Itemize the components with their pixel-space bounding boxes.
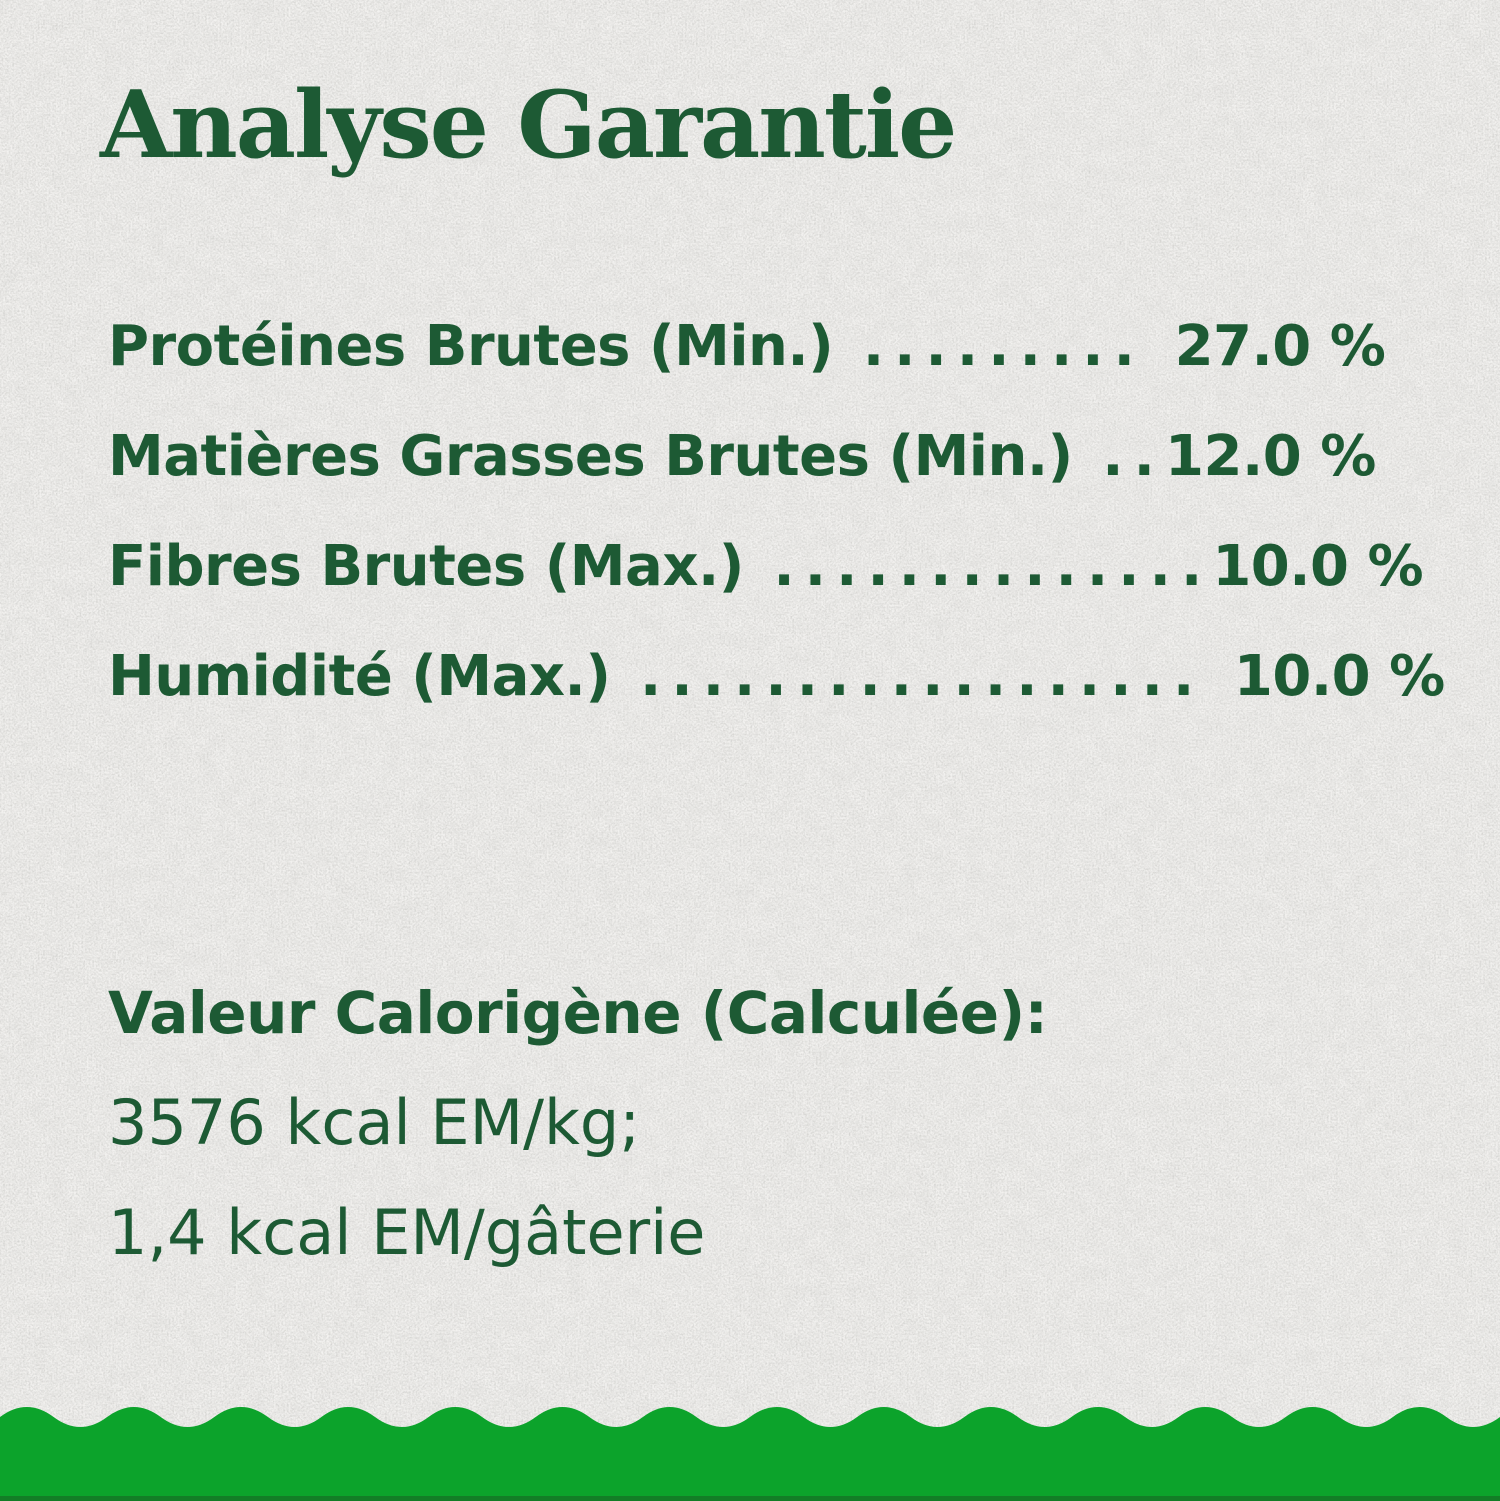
dot-leader: .................. <box>610 644 1234 709</box>
calorie-line-treat: 1,4 kcal EM/gâterie <box>108 1196 706 1269</box>
guaranteed-analysis-list: Protéines Brutes (Min.) ......... 27.0 %… <box>108 292 1445 732</box>
dot-leader: .. <box>1072 424 1166 489</box>
nutrient-label: Matières Grasses Brutes (Min.) <box>108 424 1073 489</box>
green-wave-band <box>0 1401 1500 1501</box>
analysis-row-humidite: Humidité (Max.) .................. 10.0 … <box>108 622 1445 732</box>
dot-leader: .............. <box>743 534 1213 599</box>
analysis-row-matieres-grasses: Matières Grasses Brutes (Min.) ..12.0 % <box>108 402 1418 512</box>
nutrient-label: Fibres Brutes (Max.) <box>108 534 744 599</box>
calorie-section: Valeur Calorigène (Calculée): 3576 kcal … <box>108 958 1048 1288</box>
nutrient-value: 27.0 % <box>1174 314 1386 379</box>
page-title: Analyse Garantie <box>100 70 957 179</box>
nutrient-label: Protéines Brutes (Min.) <box>108 314 834 379</box>
nutrient-value: 10.0 % <box>1212 534 1424 599</box>
nutrient-value: 10.0 % <box>1233 644 1445 709</box>
nutrient-label: Humidité (Max.) <box>108 644 611 709</box>
nutrient-value: 12.0 % <box>1165 424 1376 489</box>
calorie-heading: Valeur Calorigène (Calculée): <box>108 979 1048 1047</box>
dot-leader: ......... <box>833 314 1175 379</box>
calorie-line-kg: 3576 kcal EM/kg; <box>108 1086 641 1159</box>
bottom-edge-line <box>0 1496 1500 1501</box>
analysis-row-proteines: Protéines Brutes (Min.) ......... 27.0 % <box>108 292 1418 402</box>
wave-edge-icon <box>0 1407 1500 1501</box>
analysis-row-fibres: Fibres Brutes (Max.) ..............10.0 … <box>108 512 1424 622</box>
